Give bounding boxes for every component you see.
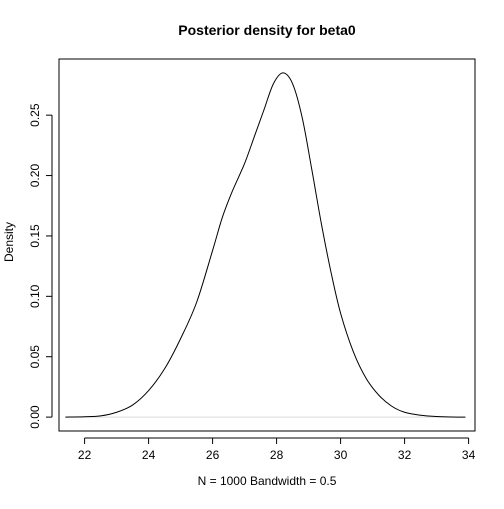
plot-frame [58, 58, 476, 432]
x-tick-label: 34 [462, 448, 476, 462]
y-tick-label: 0.10 [28, 284, 42, 308]
y-tick-label: 0.25 [28, 103, 42, 127]
plot-area [65, 72, 466, 418]
y-axis-label: Density [2, 222, 16, 262]
x-axis-label: N = 1000 Bandwidth = 0.5 [198, 474, 337, 488]
y-tick-label: 0.05 [28, 345, 42, 369]
y-tick-label: 0.15 [28, 224, 42, 248]
y-axis: 0.00 0.05 0.10 0.15 0.20 0.25 [28, 103, 53, 429]
x-tick-label: 26 [206, 448, 220, 462]
chart-title: Posterior density for beta0 [178, 22, 356, 38]
y-tick-label: 0.00 [28, 405, 42, 429]
x-tick-label: 24 [142, 448, 156, 462]
y-tick-label: 0.20 [28, 164, 42, 188]
x-axis: 22 24 26 28 30 32 34 [78, 437, 476, 462]
x-tick-label: 30 [334, 448, 348, 462]
density-curve [65, 72, 466, 418]
x-tick-label: 32 [398, 448, 412, 462]
x-tick-label: 28 [270, 448, 284, 462]
x-tick-label: 22 [78, 448, 92, 462]
